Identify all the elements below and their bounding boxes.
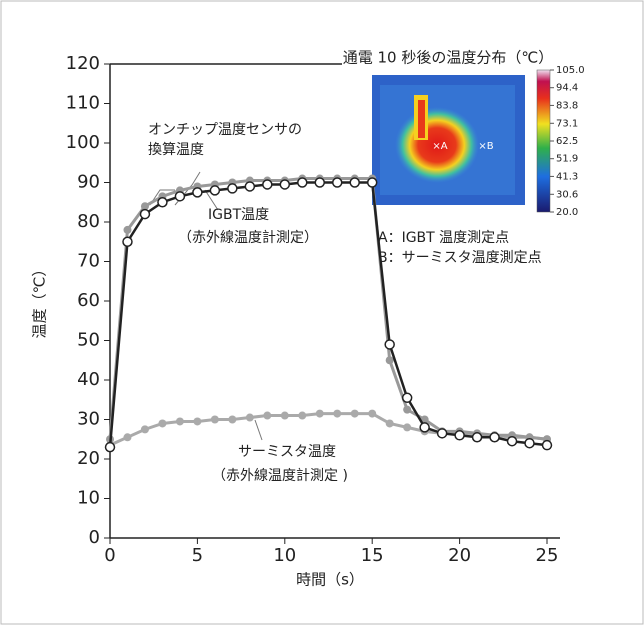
annotation: （赤外線温度計測定 ) [212, 468, 348, 484]
point [211, 416, 219, 424]
y-tick-label: 20 [77, 448, 100, 469]
point [508, 437, 517, 446]
y-axis-label: 温度（℃） [31, 262, 49, 339]
x-tick-label: 20 [448, 545, 471, 566]
y-tick-label: 50 [77, 330, 100, 351]
point [368, 410, 376, 418]
point [193, 188, 202, 197]
x-tick-label: 5 [192, 545, 203, 566]
annotation: （赤外線温度計測定） [178, 230, 318, 246]
y-tick-label: 100 [66, 132, 100, 153]
colorbar-label: 62.5 [556, 136, 578, 147]
point [403, 393, 412, 402]
leader [255, 420, 262, 440]
point [123, 433, 131, 441]
point [141, 425, 149, 433]
series-line [110, 179, 547, 440]
thermal-lead-core [418, 100, 425, 138]
point [543, 441, 552, 450]
y-tick-label: 60 [77, 290, 100, 311]
point [473, 433, 482, 442]
point [403, 406, 411, 414]
point [140, 210, 149, 219]
point [263, 180, 272, 189]
x-tick-label: 15 [361, 545, 384, 566]
point [158, 419, 166, 427]
series-line [110, 183, 547, 448]
point [315, 178, 324, 187]
y-tick-label: 70 [77, 251, 100, 272]
point [368, 178, 377, 187]
point [455, 431, 464, 440]
inset-legend: B：サーミスタ温度測定点 [378, 250, 542, 266]
x-axis-label: 時間（s） [296, 571, 364, 589]
annotation: IGBT温度 [208, 207, 269, 223]
y-tick-label: 110 [66, 93, 100, 114]
point-b: ×B [478, 141, 493, 152]
point [123, 226, 131, 234]
point [333, 178, 342, 187]
colorbar-label: 41.3 [556, 171, 578, 182]
point [176, 417, 184, 425]
point [246, 414, 254, 422]
annotation: オンチップ温度センサの [148, 122, 302, 138]
point [298, 178, 307, 187]
colorbar-label: 30.6 [556, 189, 578, 200]
point [210, 186, 219, 195]
point [123, 237, 132, 246]
colorbar-label: 105.0 [556, 65, 585, 76]
point [351, 410, 359, 418]
y-tick-label: 0 [89, 527, 100, 548]
annotation: 換算温度 [148, 142, 204, 158]
y-tick-label: 80 [77, 211, 100, 232]
point [403, 423, 411, 431]
inset-title: 通電 10 秒後の温度分布（℃） [343, 49, 553, 67]
point [420, 423, 429, 432]
point [158, 198, 167, 207]
x-tick-label: 0 [104, 545, 115, 566]
colorbar [537, 70, 550, 212]
point [281, 412, 289, 420]
x-tick-label: 25 [536, 545, 559, 566]
annotation: サーミスタ温度 [238, 444, 336, 460]
y-tick-label: 30 [77, 409, 100, 430]
colorbar-label: 83.8 [556, 100, 578, 111]
point [490, 433, 499, 442]
x-tick-label: 10 [273, 545, 296, 566]
series-line [110, 414, 547, 446]
point [263, 412, 271, 420]
colorbar-label: 51.9 [556, 154, 578, 165]
point [298, 412, 306, 420]
point [193, 417, 201, 425]
colorbar-label: 73.1 [556, 118, 578, 129]
point [316, 410, 324, 418]
point [386, 356, 394, 364]
colorbar-label: 94.4 [556, 83, 578, 94]
point [228, 416, 236, 424]
point [386, 419, 394, 427]
y-tick-label: 120 [66, 53, 100, 74]
point [525, 439, 534, 448]
inset-legend: A：IGBT 温度測定点 [378, 230, 509, 246]
point [245, 182, 254, 191]
y-tick-label: 90 [77, 172, 100, 193]
point [333, 410, 341, 418]
y-tick-label: 10 [77, 488, 100, 509]
point [385, 340, 394, 349]
point [350, 178, 359, 187]
point-a: ×A [432, 141, 447, 152]
point [228, 184, 237, 193]
point [106, 443, 115, 452]
point [175, 192, 184, 201]
point [280, 180, 289, 189]
y-tick-label: 40 [77, 369, 100, 390]
colorbar-label: 20.0 [556, 207, 578, 218]
point [438, 429, 447, 438]
chart: 通電 10 秒後の温度分布（℃） ×A ×B A：IGBT 温度測定点 B：サー… [0, 0, 644, 625]
